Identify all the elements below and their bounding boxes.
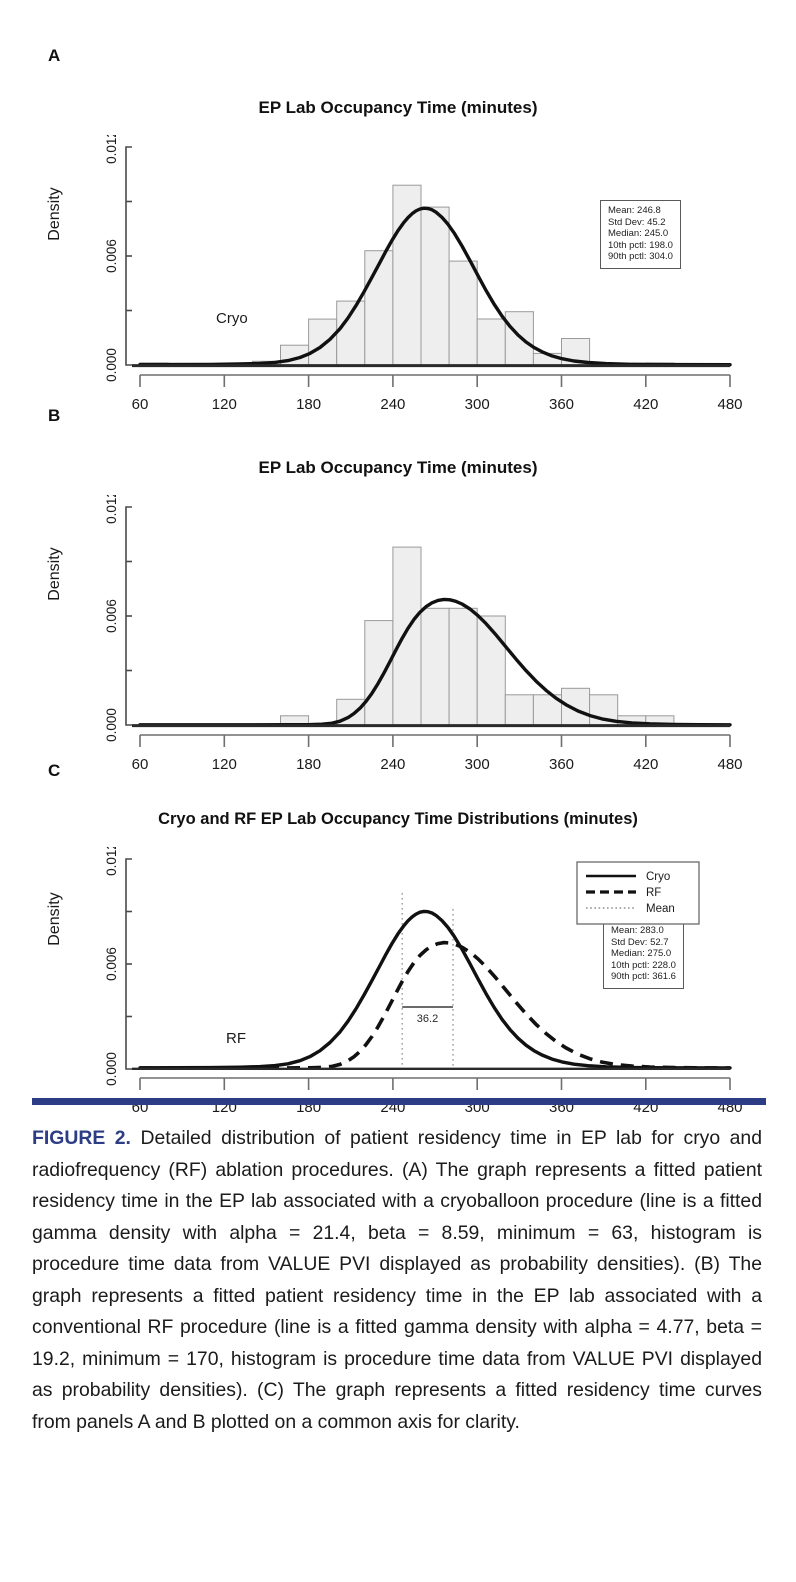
panel-c: C Cryo and RF EP Lab Occupancy Time Dist… xyxy=(0,755,796,1116)
panel-c-y-axis xyxy=(125,858,132,1070)
panel-b-stat-pctl10: 10th pctl: 228.0 xyxy=(611,959,676,971)
panel-b-y-axis xyxy=(125,506,132,726)
panel-a-stat-pctl10: 10th pctl: 198.0 xyxy=(608,239,673,251)
panel-a-svg: 0.012 0.006 0.000 xyxy=(104,135,743,413)
svg-text:300: 300 xyxy=(465,756,490,773)
panel-a-fitted-curve xyxy=(138,206,732,367)
panel-a-curve-label: Cryo xyxy=(216,310,248,327)
svg-text:480: 480 xyxy=(717,756,742,773)
panel-b-x-axis xyxy=(139,734,731,747)
panel-c-rf-curve xyxy=(140,940,731,1070)
figure-caption-label: FIGURE 2. xyxy=(32,1127,131,1149)
panel-c-cryo-curve xyxy=(138,909,732,1070)
panel-b-stat-pctl90: 90th pctl: 361.6 xyxy=(611,971,676,982)
svg-text:120: 120 xyxy=(212,396,237,413)
panel-c-legend: Cryo RF Mean xyxy=(576,861,700,925)
panel-b-stat-mean: Mean: 283.0 xyxy=(611,925,664,936)
panel-a-ytick-0006: 0.006 xyxy=(104,239,119,273)
legend-label-rf: RF xyxy=(646,887,661,899)
panel-b-y-axis-label: Density xyxy=(46,547,63,601)
panel-b-xtick-labels: 60 120 180 240 300 360 420 480 xyxy=(132,756,743,773)
panel-c-ytick-0006: 0.006 xyxy=(104,947,119,981)
svg-text:420: 420 xyxy=(633,756,658,773)
panel-a-stat-median: Median: 245.0 xyxy=(608,228,669,239)
panel-c-ytick-0012: 0.012 xyxy=(104,847,119,876)
panel-b-histogram xyxy=(280,546,675,726)
svg-text:480: 480 xyxy=(717,396,742,413)
svg-text:240: 240 xyxy=(380,396,405,413)
panel-b: B EP Lab Occupancy Time (minutes) Densit… xyxy=(0,400,796,1047)
panel-c-y-axis-label: Density xyxy=(46,892,63,946)
svg-text:240: 240 xyxy=(380,756,405,773)
svg-text:180: 180 xyxy=(296,396,321,413)
svg-text:360: 360 xyxy=(549,396,574,413)
panel-b-ytick-0000: 0.000 xyxy=(104,708,119,742)
panel-a-y-axis xyxy=(125,146,132,366)
figure-caption-body: Detailed distribution of patient residen… xyxy=(32,1127,762,1433)
panel-b-letter: B xyxy=(48,406,61,425)
panel-b-svg: 0.012 0.006 0.000 xyxy=(104,495,743,773)
panel-b-stats-box: Mean: 283.0 Std Dev: 52.7 Median: 275.0 … xyxy=(603,920,684,989)
panel-b-fitted-curve xyxy=(138,597,732,727)
panel-b-stat-std-dev: Std Dev: 52.7 xyxy=(611,936,669,948)
panel-a-y-axis-label: Density xyxy=(46,187,63,241)
svg-text:420: 420 xyxy=(633,396,658,413)
panel-b-curve-label: RF xyxy=(226,1030,246,1047)
svg-text:300: 300 xyxy=(465,396,490,413)
panel-a-x-axis xyxy=(139,374,731,387)
panel-c-plot-area: 0.012 0.006 0.000 36.2 xyxy=(90,847,750,1132)
panel-a-plot-area: 0.012 0.006 0.000 xyxy=(90,135,750,425)
panel-b-ytick-0012: 0.012 xyxy=(104,495,119,524)
svg-text:60: 60 xyxy=(132,756,149,773)
panel-c-mean-difference-label: 36.2 xyxy=(417,1013,438,1025)
caption-divider-rule xyxy=(32,1098,766,1105)
legend-label-mean: Mean xyxy=(646,903,675,915)
panel-a-xtick-labels: 60 120 180 240 300 360 420 480 xyxy=(132,396,743,413)
panel-c-title: Cryo and RF EP Lab Occupancy Time Distri… xyxy=(158,810,638,828)
svg-text:360: 360 xyxy=(549,756,574,773)
panel-b-plot-area: 0.012 0.006 0.000 xyxy=(90,495,750,785)
svg-text:180: 180 xyxy=(296,756,321,773)
panel-b-ytick-0006: 0.006 xyxy=(104,599,119,633)
svg-text:120: 120 xyxy=(212,756,237,773)
panel-c-svg: 0.012 0.006 0.000 36.2 xyxy=(104,847,743,1116)
panel-b-stat-median: Median: 275.0 xyxy=(611,948,672,959)
panel-a: A EP Lab Occupancy Time (minutes) Densit… xyxy=(0,40,796,413)
panel-a-stat-mean: Mean: 246.8 xyxy=(608,205,661,216)
figure-caption-block: FIGURE 2. Detailed distribution of patie… xyxy=(0,1098,796,1438)
svg-text:60: 60 xyxy=(132,396,149,413)
panel-c-letter: C xyxy=(48,761,61,780)
panel-c-x-axis xyxy=(139,1077,731,1090)
figure-caption-text: FIGURE 2. Detailed distribution of patie… xyxy=(32,1123,762,1438)
panel-b-title: EP Lab Occupancy Time (minutes) xyxy=(258,458,538,477)
panel-a-ytick-0000: 0.000 xyxy=(104,348,119,382)
panel-c-ytick-0000: 0.000 xyxy=(104,1052,119,1086)
panel-a-title: EP Lab Occupancy Time (minutes) xyxy=(258,98,538,117)
panel-a-stat-pctl90: 90th pctl: 304.0 xyxy=(608,251,673,262)
panel-a-histogram xyxy=(139,184,675,366)
panel-a-ytick-0012: 0.012 xyxy=(104,135,119,164)
panel-a-stats-box: Mean: 246.8 Std Dev: 45.2 Median: 245.0 … xyxy=(600,200,681,269)
panel-a-letter: A xyxy=(48,46,61,65)
legend-label-cryo: Cryo xyxy=(646,871,670,883)
panel-a-stat-std-dev: Std Dev: 45.2 xyxy=(608,216,666,228)
